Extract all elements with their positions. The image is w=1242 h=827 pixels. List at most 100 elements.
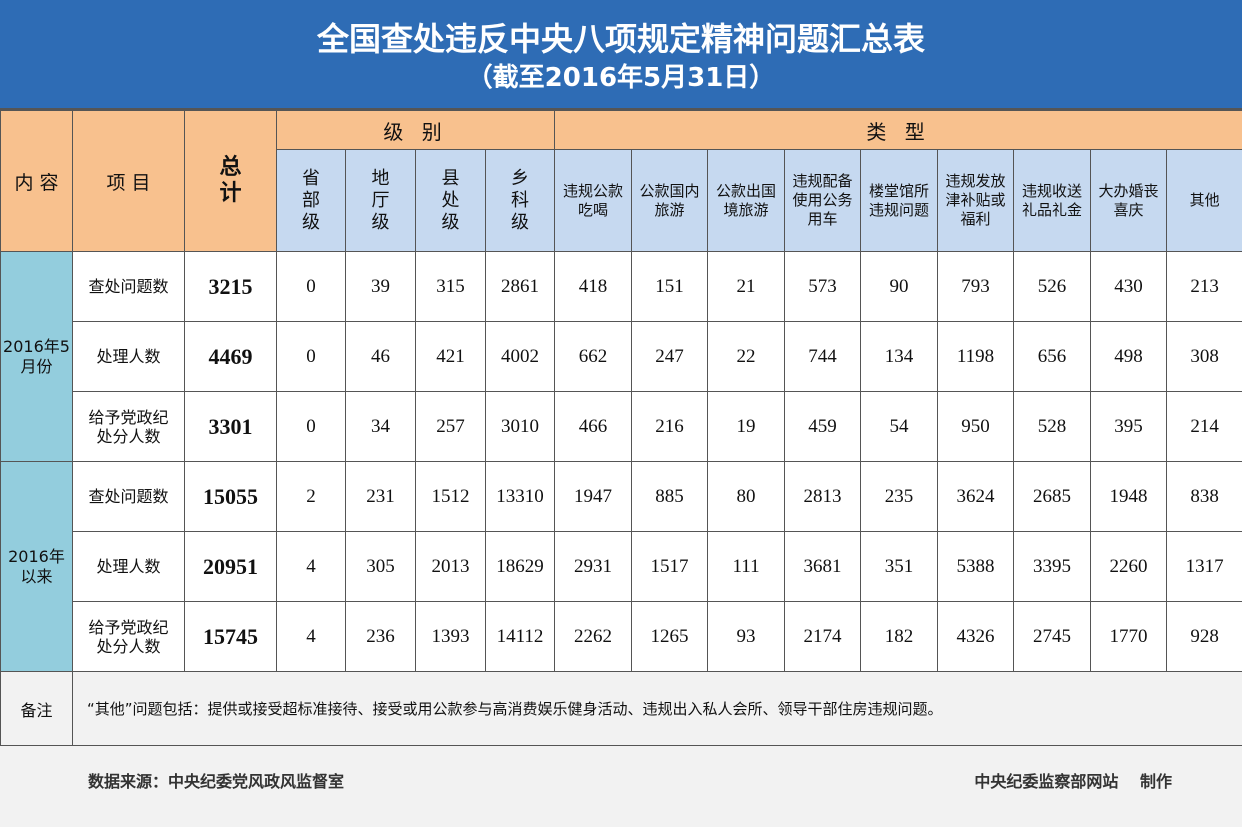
- row-item: 给予党政纪处分人数: [72, 601, 185, 672]
- type-value: 430: [1090, 251, 1168, 322]
- type-value: 1948: [1090, 461, 1168, 532]
- producer: 中央纪委监察部网站 制作: [974, 772, 1172, 791]
- type-value: 213: [1166, 251, 1242, 322]
- level-value: 231: [345, 461, 416, 532]
- header-type: 大办婚丧喜庆: [1090, 149, 1168, 252]
- header-level-label: 县处级: [441, 167, 460, 233]
- row-item: 处理人数: [72, 321, 185, 392]
- type-value: 3681: [784, 531, 862, 602]
- header-level: 省部级: [276, 149, 346, 252]
- header-type-label: 公款国内旅游: [639, 181, 700, 219]
- level-value: 0: [276, 391, 346, 462]
- title-banner: 全国查处违反中央八项规定精神问题汇总表 （截至2016年5月31日）: [0, 0, 1242, 110]
- remark-text: “其他”问题包括：提供或接受超标准接待、接受或用公款参与高消费娱乐健身活动、违规…: [71, 671, 1242, 746]
- type-value: 54: [860, 391, 939, 462]
- group-label: 2016年5月份: [0, 251, 73, 462]
- header-type-label: 公款出国境旅游: [716, 181, 777, 219]
- row-item: 查处问题数: [72, 461, 185, 532]
- type-value: 1947: [554, 461, 633, 532]
- data-source: 数据来源：中央纪委党风政风监督室: [88, 772, 345, 791]
- level-value: 18629: [484, 531, 556, 602]
- header-type: 其他: [1166, 149, 1242, 252]
- table-row: 给予党政纪处分人数 3301 0 34 257 3010 466 216 19 459 54 950 5…: [1, 391, 1242, 462]
- type-value: 928: [1166, 601, 1242, 672]
- header-level-group: 级 别: [275, 110, 556, 150]
- type-value: 2813: [784, 461, 862, 532]
- row-total: 15055: [184, 461, 277, 532]
- level-value: 13310: [484, 461, 556, 532]
- level-value: 39: [345, 251, 416, 322]
- header-type: 公款出国境旅游: [707, 149, 786, 252]
- header-item: 项 目: [72, 110, 185, 252]
- type-value: 19: [707, 391, 786, 462]
- type-value: 21: [707, 251, 786, 322]
- level-value: 1393: [415, 601, 486, 672]
- header-type-label: 大办婚丧喜庆: [1098, 181, 1159, 219]
- type-value: 216: [631, 391, 709, 462]
- type-value: 247: [631, 321, 709, 392]
- table-row: 2016年以来 查处问题数 15055 2 231 1512 13310 1947 885 80 2…: [0, 461, 1242, 672]
- row-item: 查处问题数: [72, 251, 185, 322]
- type-value: 2174: [784, 601, 862, 672]
- type-value: 573: [784, 251, 862, 322]
- type-value: 1198: [937, 321, 1015, 392]
- level-value: 0: [276, 251, 346, 322]
- header-level-label: 地厅级: [371, 167, 390, 233]
- remark-label: 备注: [0, 671, 73, 746]
- type-value: 308: [1166, 321, 1242, 392]
- header-type: 违规公款吃喝: [554, 149, 633, 252]
- row-item: 处理人数: [72, 531, 185, 602]
- header-total: 总计: [184, 110, 277, 252]
- type-value: 93: [707, 601, 786, 672]
- type-value: 134: [860, 321, 939, 392]
- header-type-label: 楼堂馆所违规问题: [869, 181, 930, 219]
- type-value: 2745: [1013, 601, 1092, 672]
- header-level-label: 乡科级: [511, 167, 530, 233]
- type-value: 5388: [937, 531, 1015, 602]
- header-type-label: 违规配备使用公务用车: [792, 172, 853, 228]
- type-value: 214: [1166, 391, 1242, 462]
- type-value: 2685: [1013, 461, 1092, 532]
- page-title: 全国查处违反中央八项规定精神问题汇总表: [316, 20, 925, 58]
- type-value: 662: [554, 321, 633, 392]
- row-item-label: 处理人数: [96, 347, 161, 366]
- row-item: 给予党政纪处分人数: [72, 391, 185, 462]
- row-item-label: 处理人数: [96, 557, 161, 576]
- header-type-label: 其他: [1189, 191, 1220, 209]
- row-total: 20951: [184, 531, 277, 602]
- header-level: 地厅级: [345, 149, 416, 252]
- level-value: 4: [276, 531, 346, 602]
- type-value: 526: [1013, 251, 1092, 322]
- group-label-text: 2016年5月份: [3, 336, 70, 376]
- type-value: 22: [707, 321, 786, 392]
- type-value: 4326: [937, 601, 1015, 672]
- remark-row: 备注 “其他”问题包括：提供或接受超标准接待、接受或用公款参与高消费娱乐健身活动、…: [0, 671, 1242, 746]
- row-total: 3301: [184, 391, 277, 462]
- level-value: 46: [345, 321, 416, 392]
- level-value: 0: [276, 321, 346, 392]
- type-value: 466: [554, 391, 633, 462]
- level-value: 3010: [484, 391, 556, 462]
- row-item-label: 给予党政纪处分人数: [88, 617, 169, 656]
- row-item-label: 查处问题数: [88, 277, 169, 296]
- header-type-label: 违规公款吃喝: [563, 181, 624, 219]
- header-type-label: 违规发放津补贴或福利: [945, 172, 1006, 228]
- type-value: 395: [1090, 391, 1168, 462]
- type-value: 885: [631, 461, 709, 532]
- header-level: 县处级: [415, 149, 486, 252]
- type-value: 90: [860, 251, 939, 322]
- type-value: 3395: [1013, 531, 1092, 602]
- level-value: 4: [276, 601, 346, 672]
- level-value: 315: [415, 251, 486, 322]
- type-value: 2931: [554, 531, 633, 602]
- type-value: 151: [631, 251, 709, 322]
- header-type: 公款国内旅游: [631, 149, 709, 252]
- type-value: 3624: [937, 461, 1015, 532]
- header-type: 楼堂馆所违规问题: [860, 149, 939, 252]
- header-type: 违规配备使用公务用车: [784, 149, 862, 252]
- group-label: 2016年以来: [0, 461, 73, 672]
- header-type: 违规收送礼品礼金: [1013, 149, 1092, 252]
- type-value: 182: [860, 601, 939, 672]
- level-value: 421: [415, 321, 486, 392]
- level-value: 305: [345, 531, 416, 602]
